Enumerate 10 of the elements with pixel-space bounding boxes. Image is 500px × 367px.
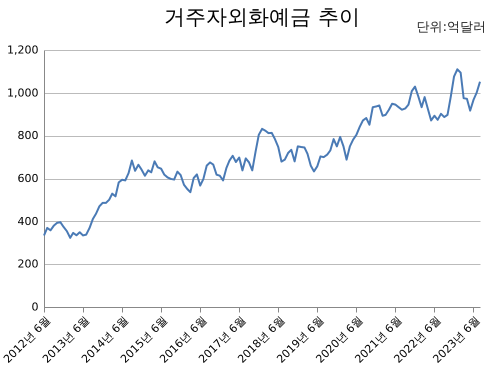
y-tick-label: 800 [18, 129, 38, 142]
chart-title: 거주자외화예금 추이 [164, 5, 360, 29]
y-tick-label: 1,200 [7, 44, 38, 56]
y-tick-label: 600 [18, 172, 38, 185]
y-tick-label: 1,000 [7, 86, 38, 100]
y-tick-label: 200 [18, 258, 38, 271]
y-tick-label: 400 [18, 214, 38, 228]
text: 단위:억달러 [416, 19, 486, 36]
line-series [43, 68, 481, 239]
y-tick-label: 0 [32, 300, 38, 314]
